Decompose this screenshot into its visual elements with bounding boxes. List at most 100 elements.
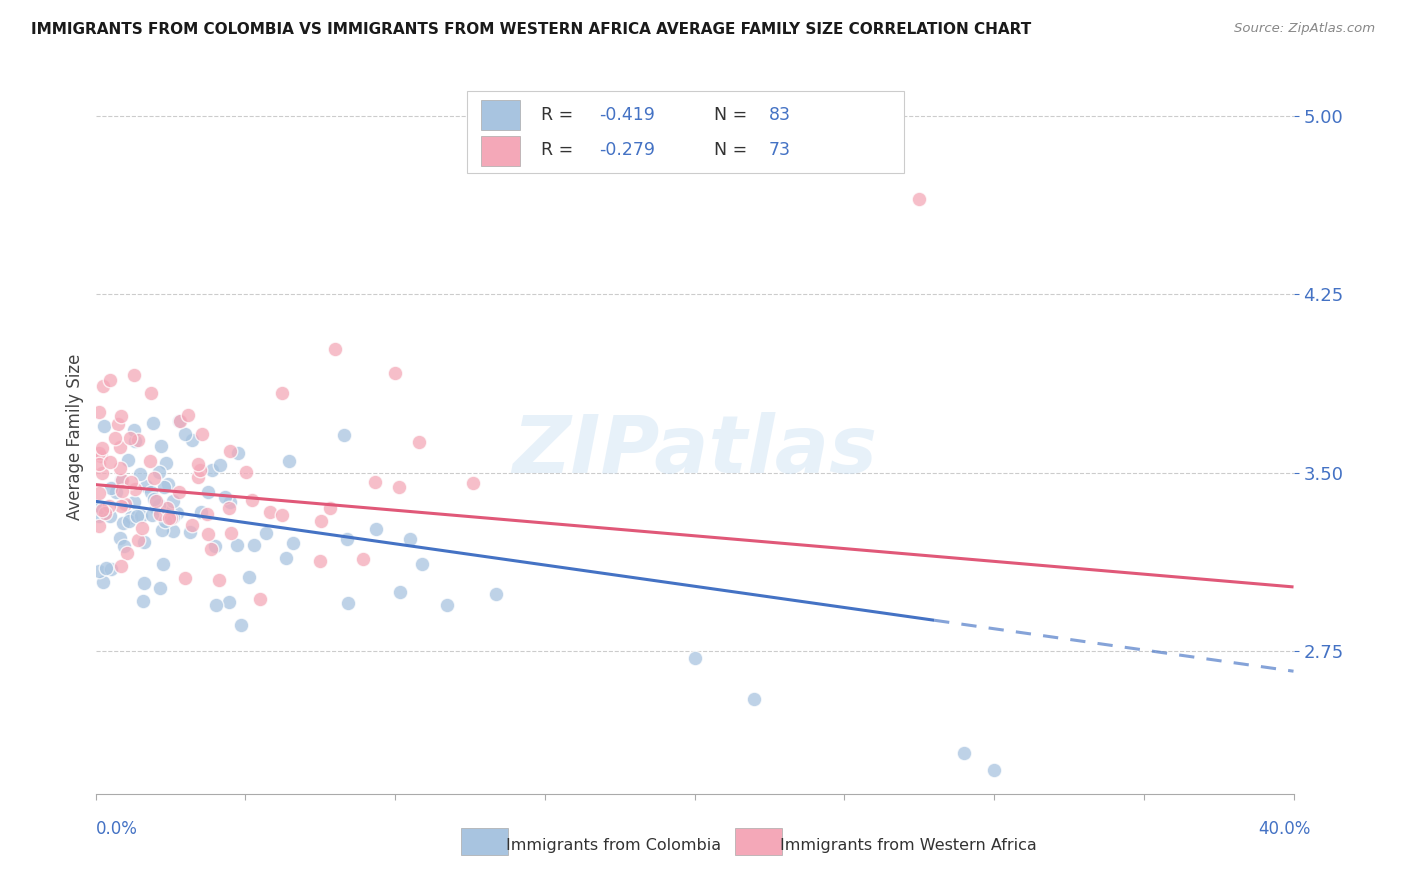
Point	[139, 385, 162, 400]
Point	[461, 476, 484, 491]
Text: -0.279: -0.279	[599, 141, 655, 159]
Point	[148, 498, 170, 512]
Point	[683, 651, 706, 665]
Point	[87, 446, 110, 460]
Point	[318, 500, 340, 515]
Point	[150, 523, 173, 537]
Point	[132, 535, 155, 549]
Point	[87, 564, 110, 578]
Point	[166, 506, 188, 520]
Point	[187, 470, 209, 484]
Point	[110, 473, 132, 487]
Point	[180, 518, 202, 533]
Point	[218, 501, 240, 516]
Point	[143, 471, 166, 485]
Point	[323, 342, 346, 356]
Point	[117, 546, 139, 560]
Point	[107, 417, 129, 432]
Point	[152, 480, 174, 494]
Point	[152, 557, 174, 571]
Point	[135, 478, 157, 492]
Text: Immigrants from Western Africa: Immigrants from Western Africa	[780, 838, 1038, 853]
Text: 83: 83	[769, 105, 790, 123]
Point	[204, 540, 226, 554]
Point	[100, 482, 122, 496]
Text: R =: R =	[541, 141, 579, 159]
Point	[309, 554, 332, 568]
Point	[128, 467, 150, 482]
Point	[309, 514, 332, 528]
Point	[105, 485, 128, 500]
Point	[384, 366, 406, 380]
Point	[197, 507, 219, 521]
Point	[148, 465, 170, 479]
Text: ZIPatlas: ZIPatlas	[512, 412, 877, 491]
Text: 73: 73	[769, 141, 790, 159]
Point	[94, 560, 117, 574]
Text: Source: ZipAtlas.com: Source: ZipAtlas.com	[1234, 22, 1375, 36]
Point	[87, 519, 110, 533]
Point	[259, 505, 281, 519]
Point	[388, 585, 411, 599]
Point	[108, 440, 131, 454]
Point	[235, 465, 257, 479]
Point	[112, 539, 135, 553]
Point	[90, 441, 112, 455]
Text: N =: N =	[703, 105, 752, 123]
Text: -0.419: -0.419	[599, 105, 655, 123]
Point	[276, 551, 298, 566]
Point	[254, 526, 277, 541]
Point	[208, 573, 231, 587]
Point	[148, 507, 170, 521]
Point	[118, 514, 141, 528]
Point	[139, 454, 162, 468]
Point	[364, 475, 387, 489]
Point	[90, 500, 112, 514]
Point	[983, 763, 1005, 777]
Point	[162, 509, 184, 524]
Point	[145, 501, 167, 516]
Point	[366, 522, 388, 536]
FancyBboxPatch shape	[481, 136, 520, 166]
Point	[157, 505, 180, 519]
Point	[162, 494, 184, 508]
Point	[97, 499, 120, 513]
Point	[209, 458, 232, 472]
Point	[108, 461, 131, 475]
Point	[240, 493, 263, 508]
Point	[180, 434, 202, 448]
Point	[399, 532, 422, 546]
Point	[100, 374, 122, 388]
Point	[120, 475, 142, 490]
Point	[200, 542, 222, 557]
Point	[214, 490, 236, 504]
Point	[173, 427, 195, 442]
Point	[388, 480, 411, 494]
Point	[205, 598, 228, 612]
Y-axis label: Average Family Size: Average Family Size	[66, 354, 84, 520]
Point	[336, 532, 359, 546]
Text: 40.0%: 40.0%	[1258, 821, 1310, 838]
Point	[333, 428, 356, 442]
Point	[112, 516, 135, 530]
Point	[91, 379, 114, 393]
Point	[485, 587, 508, 601]
Point	[197, 484, 219, 499]
Point	[141, 508, 163, 523]
Point	[124, 483, 146, 497]
Point	[108, 531, 131, 545]
Point	[191, 427, 214, 442]
Point	[218, 444, 240, 458]
Point	[131, 521, 153, 535]
Point	[155, 456, 177, 470]
Point	[145, 493, 167, 508]
Point	[187, 457, 209, 471]
Point	[132, 594, 155, 608]
Text: Immigrants from Colombia: Immigrants from Colombia	[506, 838, 721, 853]
Point	[243, 538, 266, 552]
Point	[120, 510, 142, 524]
Point	[114, 497, 136, 511]
Point	[124, 495, 146, 509]
Point	[93, 419, 115, 434]
Point	[120, 431, 142, 445]
